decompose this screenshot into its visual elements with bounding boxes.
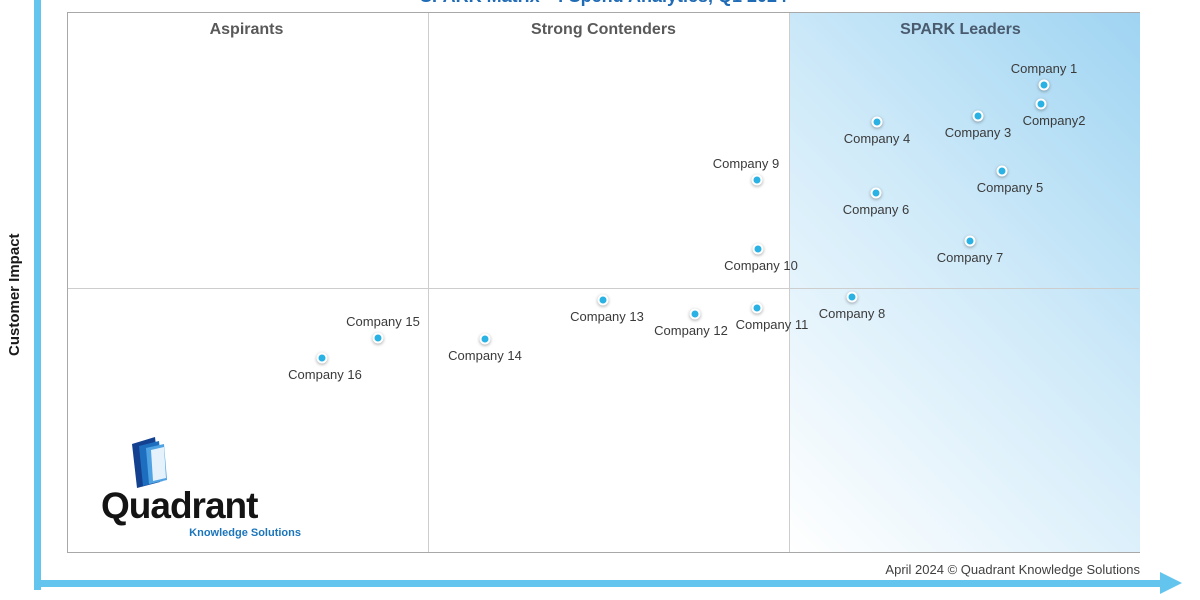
data-point-label-company-4: Company 4 xyxy=(843,131,911,146)
data-point-company-10 xyxy=(752,243,764,255)
data-point-company-12 xyxy=(689,308,701,320)
data-point-label-company-13: Company 13 xyxy=(570,309,644,324)
quadrant-label-aspirants: Aspirants xyxy=(209,21,284,38)
data-point-company-13 xyxy=(597,294,609,306)
data-point-company2 xyxy=(1035,98,1047,110)
data-point-label-company-7: Company 7 xyxy=(936,250,1004,265)
quadrant-book-icon xyxy=(132,437,167,488)
data-point-label-company-10: Company 10 xyxy=(724,258,798,273)
gridline-vertical-2 xyxy=(789,13,790,552)
quadrant-label-spark-leaders: SPARK Leaders xyxy=(900,21,1021,38)
gridline-vertical-1 xyxy=(428,13,429,552)
data-point-label-company-16: Company 16 xyxy=(288,367,362,382)
data-point-label-company-8: Company 8 xyxy=(818,306,886,321)
data-point-company-16 xyxy=(316,352,328,364)
data-point-company-7 xyxy=(964,235,976,247)
data-point-company-4 xyxy=(871,116,883,128)
data-point-company-8 xyxy=(846,291,858,303)
gridline-horizontal xyxy=(68,288,1139,289)
copyright-text: April 2024 © Quadrant Knowledge Solution… xyxy=(885,562,1140,577)
data-point-company-3 xyxy=(972,110,984,122)
data-point-label-company-3: Company 3 xyxy=(944,125,1012,140)
y-axis-line xyxy=(34,0,41,590)
quadrant-label-strong-contenders: Strong Contenders xyxy=(531,21,676,38)
data-point-company-5 xyxy=(996,165,1008,177)
data-point-label-company2: Company2 xyxy=(1022,113,1086,128)
data-point-company-11 xyxy=(751,302,763,314)
chart-area: Aspirants Strong Contenders SPARK Leader… xyxy=(67,12,1140,553)
data-point-label-company-11: Company 11 xyxy=(735,317,809,332)
data-point-label-company-6: Company 6 xyxy=(842,202,910,217)
data-point-label-company-12: Company 12 xyxy=(654,323,728,338)
logo-subtitle: Knowledge Solutions xyxy=(189,527,301,539)
data-point-company-14 xyxy=(479,333,491,345)
data-point-company-9 xyxy=(751,174,763,186)
data-point-label-company-1: Company 1 xyxy=(1010,61,1078,76)
x-axis-line xyxy=(34,580,1162,587)
y-axis-label: Customer Impact xyxy=(6,233,23,357)
logo-name: Quadrant xyxy=(101,485,258,526)
data-point-label-company-9: Company 9 xyxy=(712,156,780,171)
data-point-label-company-14: Company 14 xyxy=(448,348,522,363)
x-axis-arrowhead-icon xyxy=(1160,572,1182,594)
data-point-label-company-5: Company 5 xyxy=(976,180,1044,195)
chart-title: SPARK Matrix™: Spend Analytics, Q1 2024 xyxy=(67,0,1140,7)
leaders-gradient-region xyxy=(789,13,1140,552)
data-point-label-company-15: Company 15 xyxy=(346,314,420,329)
data-point-company-1 xyxy=(1038,79,1050,91)
data-point-company-15 xyxy=(372,332,384,344)
data-point-company-6 xyxy=(870,187,882,199)
quadrant-headers: Aspirants Strong Contenders SPARK Leader… xyxy=(68,21,1139,39)
